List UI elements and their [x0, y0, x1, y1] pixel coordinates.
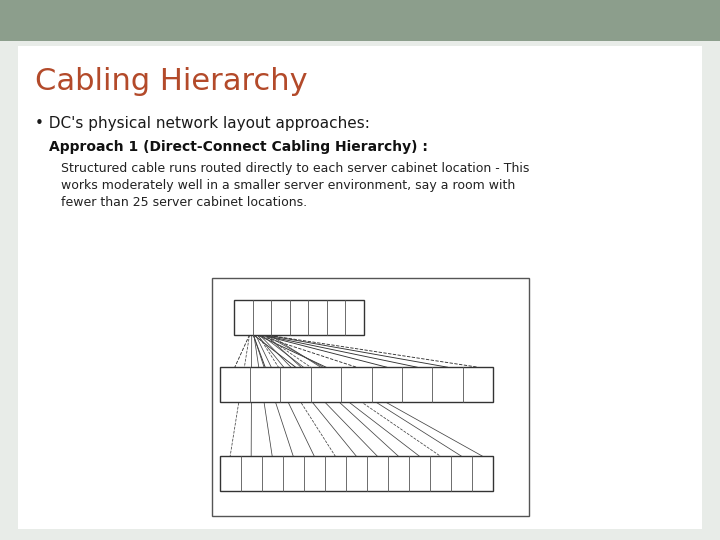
Text: Approach 1 (Direct-Connect Cabling Hierarchy) :: Approach 1 (Direct-Connect Cabling Hiera… — [49, 140, 428, 154]
Text: Structured cable runs routed directly to each server cabinet location - This
wor: Structured cable runs routed directly to… — [61, 162, 530, 209]
Text: Cabling Hierarchy: Cabling Hierarchy — [35, 68, 307, 97]
Bar — [212, 278, 529, 516]
Bar — [18, 46, 702, 529]
Text: • DC's physical network layout approaches:: • DC's physical network layout approache… — [35, 116, 369, 131]
Bar — [220, 367, 493, 402]
Bar — [220, 456, 493, 491]
Bar — [0, 0, 720, 40]
Bar — [234, 300, 364, 335]
